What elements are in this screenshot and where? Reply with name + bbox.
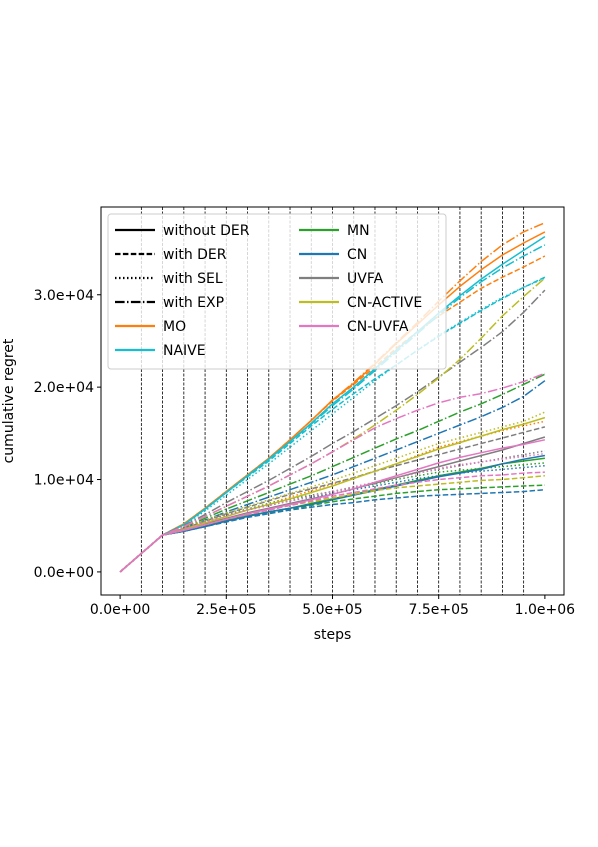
legend-label: CN-UVFA	[347, 319, 409, 335]
y-tick-label: 2.0e+04	[34, 380, 95, 396]
series-line-cn-dashdot	[119, 380, 546, 573]
legend-label: with EXP	[163, 295, 224, 311]
series-line-cn-active-dashed	[119, 475, 545, 573]
x-axis: 0.0e+00 2.5e+05 5.0e+05 7.5e+05 1.0e+06	[90, 595, 575, 618]
x-tick-label: 1.0e+06	[515, 602, 576, 618]
series-line-uvfa-dashed	[119, 426, 546, 573]
y-tick-label: 3.0e+04	[34, 288, 95, 304]
series-line-cn-uvfa-solid	[119, 439, 546, 573]
series-line-cn-uvfa-dashed	[119, 471, 545, 573]
x-tick-label: 7.5e+05	[408, 602, 468, 618]
y-axis-title: cumulative regret	[1, 338, 17, 463]
series-line-mn-dashed	[119, 484, 545, 573]
series-line-cn-uvfa-dotted	[119, 452, 545, 573]
legend-label: with SEL	[163, 271, 223, 287]
x-tick-label: 0.0e+00	[90, 602, 150, 618]
x-tick-label: 5.0e+05	[302, 602, 362, 618]
legend-label: CN-ACTIVE	[347, 295, 422, 311]
legend-label: MO	[163, 319, 186, 335]
x-tick-label: 2.5e+05	[196, 602, 256, 618]
legend: without DER with DER with SEL with EXP MO NAI…	[107, 213, 447, 370]
y-tick-label: 1.0e+04	[34, 473, 95, 489]
y-tick-label: 0.0e+00	[34, 565, 94, 581]
legend-label: CN	[347, 247, 367, 263]
x-axis-title: steps	[314, 627, 352, 643]
series-line-cn-active-solid	[119, 416, 546, 573]
legend-label: without DER	[163, 223, 250, 239]
legend-label: NAIVE	[163, 343, 206, 359]
legend-box	[107, 213, 447, 370]
series-line-cn-solid	[119, 454, 546, 573]
legend-label: UVFA	[347, 271, 384, 287]
series-layer	[119, 222, 546, 573]
series-line-uvfa-dashdot	[119, 289, 546, 573]
legend-label: with DER	[163, 247, 227, 263]
y-axis: 0.0e+00 1.0e+04 2.0e+04 3.0e+04	[34, 288, 101, 581]
series-line-cn-uvfa-dashdot	[119, 372, 546, 573]
series-line-naive-dashdot	[119, 244, 546, 573]
series-line-naive-dotted	[119, 277, 546, 573]
series-line-mn-dashdot	[119, 373, 546, 573]
legend-label: MN	[347, 223, 370, 239]
